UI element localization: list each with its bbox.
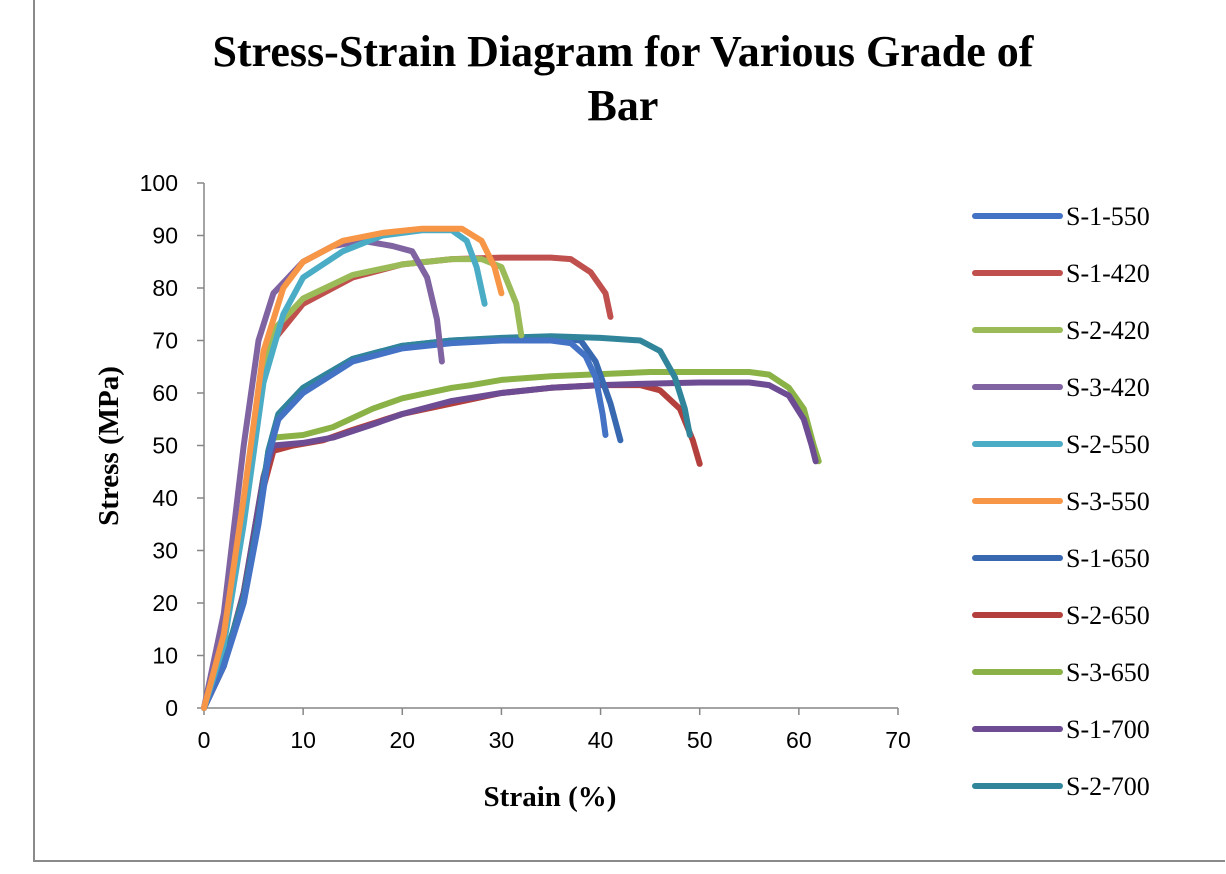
legend-item-S-3-550: S-3-550: [972, 487, 1150, 516]
series-line-S-1-700: [201, 379, 819, 711]
legend-item-S-1-420: S-1-420: [972, 259, 1150, 288]
legend-item-S-1-550: S-1-550: [972, 202, 1150, 231]
legend-label: S-1-650: [1066, 544, 1150, 573]
legend-label: S-2-420: [1066, 316, 1150, 345]
chart-title-line-1: Stress-Strain Diagram for Various Grade …: [213, 27, 1035, 76]
legend-item-S-1-700: S-1-700: [972, 715, 1150, 744]
y-axis-title: Stress (MPa): [93, 366, 125, 526]
y-tick-label: 100: [140, 170, 178, 196]
y-tick-label: 80: [152, 275, 178, 301]
legend-label: S-2-650: [1066, 601, 1150, 630]
legend-item-S-1-650: S-1-650: [972, 544, 1150, 573]
series-line-S-1-550: [201, 337, 609, 711]
legend-item-S-2-650: S-2-650: [972, 601, 1150, 630]
plot-area: [201, 225, 822, 711]
legend-item-S-2-700: S-2-700: [972, 772, 1150, 801]
chart-frame: [33, 0, 1225, 862]
y-tick-label: 0: [165, 695, 178, 721]
chart-title-line-2: Bar: [588, 81, 659, 130]
y-tick-label: 50: [152, 433, 178, 459]
legend-item-S-3-650: S-3-650: [972, 658, 1150, 687]
y-tick-label: 60: [152, 380, 178, 406]
series-line-S-3-550: [201, 225, 505, 711]
legend-item-S-3-420: S-3-420: [972, 373, 1150, 402]
legend-label: S-3-420: [1066, 373, 1150, 402]
legend-item-S-2-550: S-2-550: [972, 430, 1150, 459]
x-tick-label: 0: [198, 727, 211, 753]
y-tick-label: 10: [152, 643, 178, 669]
y-tick-label: 20: [152, 590, 178, 616]
series-line-S-3-650: [201, 369, 822, 711]
y-tick-label: 30: [152, 538, 178, 564]
y-tick-label: 40: [152, 485, 178, 511]
x-tick-label: 60: [786, 727, 812, 753]
x-tick-label: 50: [687, 727, 713, 753]
legend-label: S-1-700: [1066, 715, 1150, 744]
legend-label: S-2-700: [1066, 772, 1150, 801]
y-tick-label: 70: [152, 328, 178, 354]
x-axis-title: Strain (%): [484, 781, 617, 813]
series-line-S-3-420: [201, 237, 445, 711]
legend-label: S-3-550: [1066, 487, 1150, 516]
legend: S-1-550 S-1-420 S-2-420 S-3-420 S-2-550 S-3-5…: [972, 202, 1150, 801]
legend-label: S-1-420: [1066, 259, 1150, 288]
legend-label: S-2-550: [1066, 430, 1150, 459]
x-tick-label: 10: [290, 727, 316, 753]
x-tick-label: 40: [588, 727, 614, 753]
legend-item-S-2-420: S-2-420: [972, 316, 1150, 345]
series-line-S-2-650: [201, 382, 703, 711]
axes: 0 10 20 30 40 50 60 70 80 90 100 0 10 20 30 40 50 60 70: [140, 170, 911, 753]
series-line-S-2-550: [201, 227, 488, 711]
y-tick-label: 90: [152, 223, 178, 249]
x-tick-label: 30: [489, 727, 515, 753]
x-tick-label: 20: [389, 727, 415, 753]
x-tick-label: 70: [885, 727, 911, 753]
legend-label: S-1-550: [1066, 202, 1150, 231]
series-line-S-2-700: [201, 333, 693, 711]
legend-label: S-3-650: [1066, 658, 1150, 687]
